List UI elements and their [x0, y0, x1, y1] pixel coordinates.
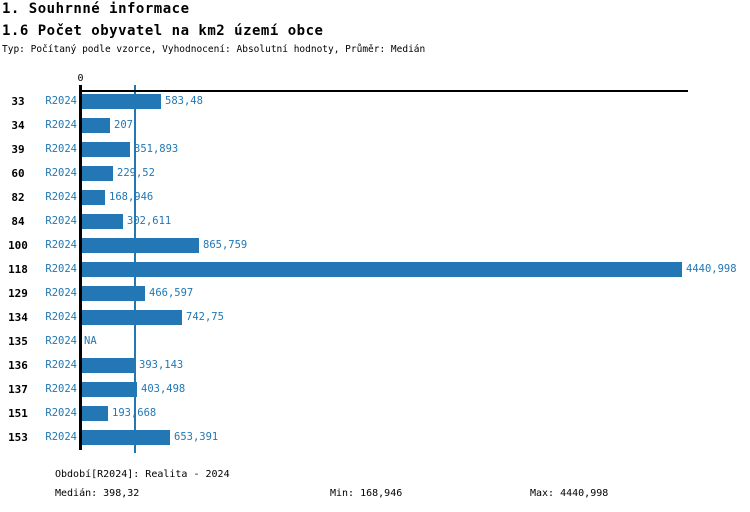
bar-value-label: 168,946	[109, 191, 154, 203]
bar	[82, 406, 108, 421]
bar-value-label: 4440,998	[686, 263, 737, 275]
median-stat: Medián: 398,32	[55, 488, 140, 499]
row-series-label: R2024	[45, 311, 77, 323]
bar-value-label: 583,48	[165, 95, 203, 107]
row-category-label: 34	[11, 119, 25, 132]
section-title: 1. Souhrnné informace	[2, 1, 190, 17]
row-category-label: 136	[8, 359, 28, 372]
bar	[82, 382, 137, 397]
bar-value-label: 193,668	[112, 407, 157, 419]
row-category-label: 129	[8, 287, 28, 300]
row-category-label: 151	[8, 407, 28, 420]
bar	[82, 214, 123, 229]
row-series-label: R2024	[45, 335, 77, 347]
max-stat: Max: 4440,998	[530, 488, 609, 499]
row-series-label: R2024	[45, 383, 77, 395]
row-series-label: R2024	[45, 215, 77, 227]
row-series-label: R2024	[45, 95, 77, 107]
bar	[82, 262, 682, 277]
bar-value-label: 865,759	[203, 239, 248, 251]
row-series-label: R2024	[45, 239, 77, 251]
row-category-label: 33	[11, 95, 25, 108]
row-series-label: R2024	[45, 407, 77, 419]
bar-na-label: NA	[84, 335, 97, 347]
row-category-label: 153	[8, 431, 28, 444]
period-caption: Období[R2024]: Realita - 2024	[55, 469, 230, 480]
row-series-label: R2024	[45, 119, 77, 131]
bar-value-label: 466,597	[149, 287, 194, 299]
bar-value-label: 302,611	[127, 215, 172, 227]
row-series-label: R2024	[45, 287, 77, 299]
row-series-label: R2024	[45, 431, 77, 443]
bar	[82, 94, 161, 109]
row-series-label: R2024	[45, 167, 77, 179]
row-series-label: R2024	[45, 263, 77, 275]
bar-value-label: 403,498	[141, 383, 186, 395]
bar	[82, 430, 170, 445]
row-series-label: R2024	[45, 191, 77, 203]
row-category-label: 137	[8, 383, 28, 396]
row-category-label: 82	[11, 191, 25, 204]
row-series-label: R2024	[45, 359, 77, 371]
bar	[82, 142, 130, 157]
bar-value-label: 742,75	[186, 311, 224, 323]
chart-subtitle: Typ: Počítaný podle vzorce, Vyhodnocení:…	[2, 44, 426, 55]
row-category-label: 60	[11, 167, 25, 180]
bar	[82, 286, 145, 301]
bar-value-label: 207	[114, 119, 133, 131]
bar-value-label: 653,391	[174, 431, 219, 443]
row-category-label: 135	[8, 335, 28, 348]
bar	[82, 190, 105, 205]
row-category-label: 39	[11, 143, 25, 156]
bar	[82, 358, 135, 373]
bar	[82, 238, 199, 253]
row-category-label: 118	[8, 263, 28, 276]
bar-value-label: 393,143	[139, 359, 184, 371]
x-axis-line	[79, 90, 688, 92]
bar	[82, 166, 113, 181]
y-axis-line	[79, 85, 82, 450]
row-category-label: 134	[8, 311, 28, 324]
bar	[82, 310, 182, 325]
bar-value-label: 351,893	[134, 143, 179, 155]
min-stat: Min: 168,946	[330, 488, 403, 499]
x-axis-zero-tick-label: 0	[77, 73, 84, 84]
row-category-label: 84	[11, 215, 25, 228]
row-category-label: 100	[8, 239, 28, 252]
chart-title: 1.6 Počet obyvatel na km2 území obce	[2, 23, 324, 39]
bar	[82, 118, 110, 133]
row-series-label: R2024	[45, 143, 77, 155]
bar-value-label: 229,52	[117, 167, 155, 179]
